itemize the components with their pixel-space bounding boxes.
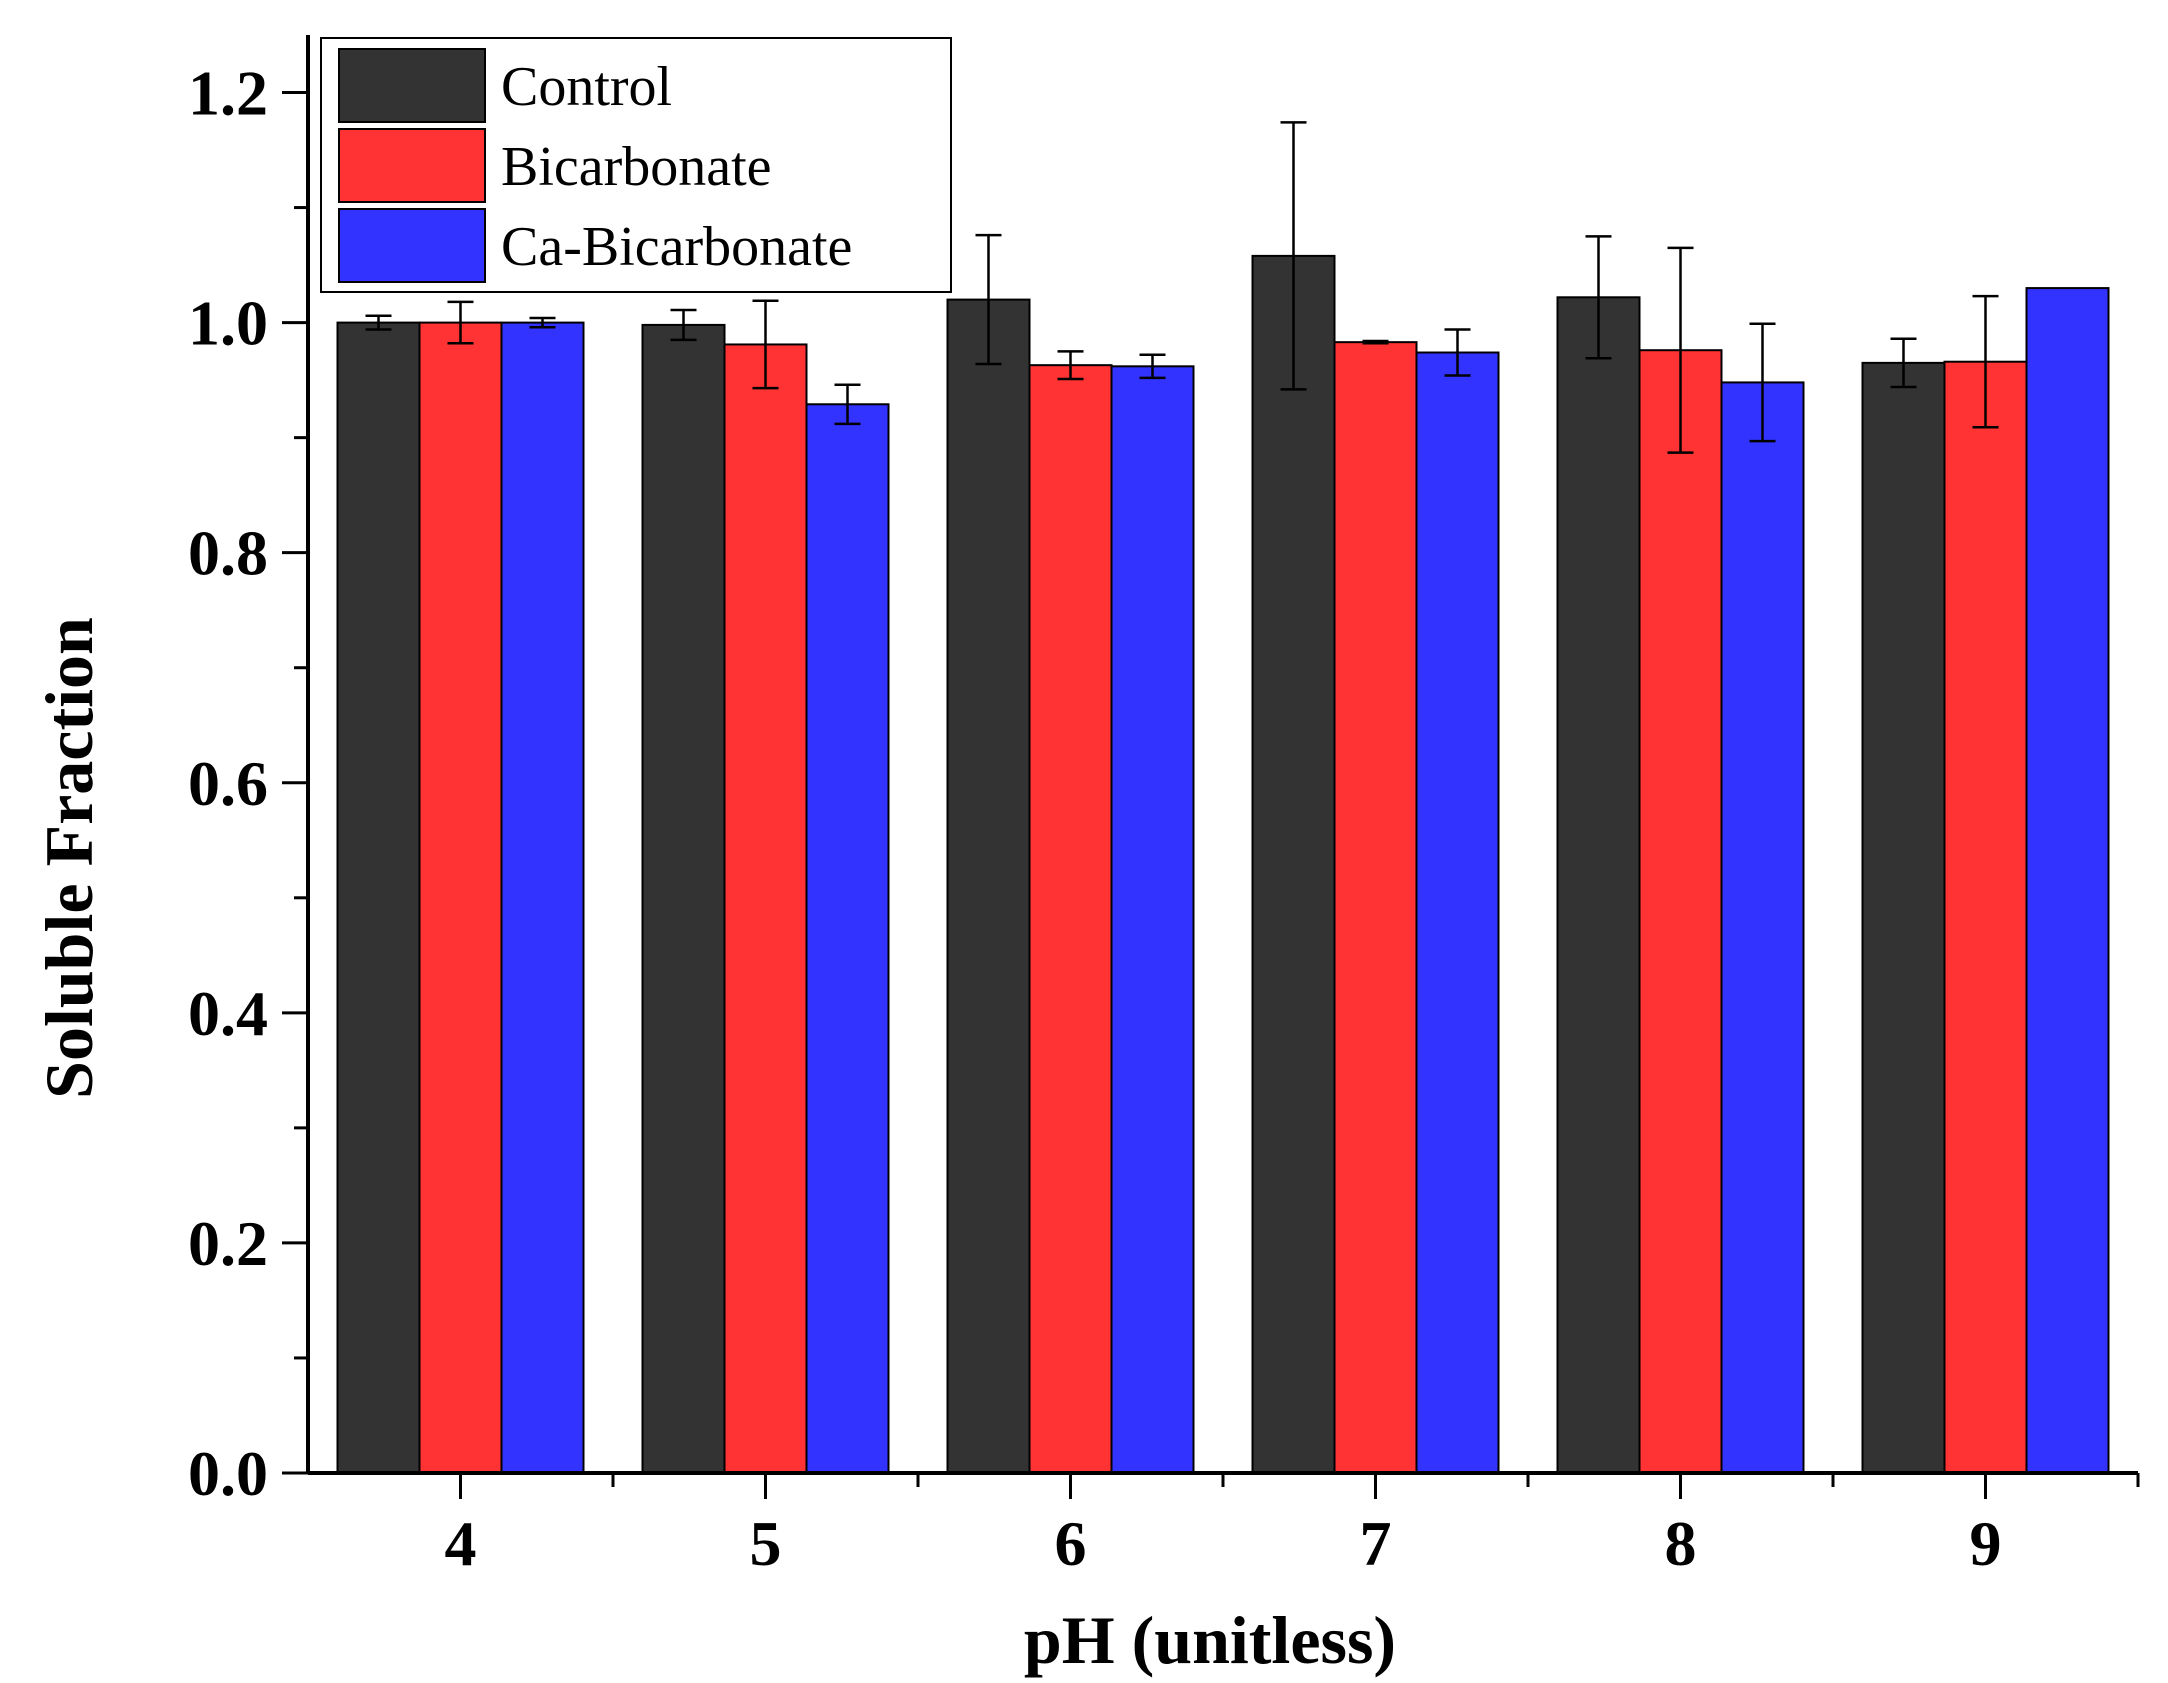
bar-bicarbonate-ph-8 xyxy=(1638,349,1723,1474)
legend-label-bicarbonate: Bicarbonate xyxy=(501,136,772,198)
bar-bicarbonate-ph-6 xyxy=(1028,364,1113,1474)
bar-bicarbonate-ph-5 xyxy=(723,343,808,1474)
x-tick-label: 6 xyxy=(1055,1508,1087,1579)
legend-label-ca-bicarbonate: Ca-Bicarbonate xyxy=(501,216,852,278)
bar-ca-bicarbonate-ph-4 xyxy=(500,321,585,1475)
bar-bicarbonate-ph-4 xyxy=(418,321,503,1475)
x-tick-label: 5 xyxy=(750,1508,782,1579)
x-tick-label: 7 xyxy=(1360,1508,1392,1579)
bar-control-ph-6 xyxy=(946,298,1031,1474)
bar-ca-bicarbonate-ph-7 xyxy=(1415,351,1500,1475)
axes-layer: 0.0 0.2 0.4 0.6 0.8 1.0 1.2 4 5 6 7 8 9 xyxy=(188,35,2140,1579)
y-tick-label: 0.2 xyxy=(188,1208,268,1279)
error-bars-layer xyxy=(365,121,1999,454)
bar-ca-bicarbonate-ph-8 xyxy=(1720,381,1805,1475)
y-tick-label: 0.4 xyxy=(188,978,268,1049)
bar-ca-bicarbonate-ph-5 xyxy=(805,403,890,1474)
x-axis-title: pH (unitless) xyxy=(1024,1602,1396,1678)
y-tick-label: 0.8 xyxy=(188,518,268,589)
bar-ca-bicarbonate-ph-9 xyxy=(2025,287,2110,1474)
y-tick-label: 1.0 xyxy=(188,288,268,359)
bar-control-ph-8 xyxy=(1556,296,1641,1474)
y-tick-label: 1.2 xyxy=(188,58,268,129)
legend-swatch-ca-bicarbonate xyxy=(338,208,486,283)
y-tick-label: 0.6 xyxy=(188,748,268,819)
y-tick-label: 0.0 xyxy=(188,1438,268,1509)
x-tick-label: 4 xyxy=(445,1508,477,1579)
bar-bicarbonate-ph-7 xyxy=(1333,341,1418,1474)
bar-control-ph-9 xyxy=(1861,361,1946,1474)
bar-bicarbonate-ph-9 xyxy=(1943,360,2028,1474)
bars-layer xyxy=(336,254,2110,1475)
legend-swatch-bicarbonate xyxy=(338,128,486,203)
bar-control-ph-4 xyxy=(336,321,421,1475)
bar-control-ph-7 xyxy=(1251,254,1336,1474)
legend: Control Bicarbonate Ca-Bicarbonate xyxy=(320,37,952,293)
bar-control-ph-5 xyxy=(641,323,726,1475)
legend-label-control: Control xyxy=(501,56,672,118)
bar-ca-bicarbonate-ph-6 xyxy=(1110,365,1195,1474)
legend-swatch-control xyxy=(338,48,486,123)
y-axis-title: Soluble Fraction xyxy=(31,617,107,1099)
x-tick-label: 9 xyxy=(1970,1508,2002,1579)
x-tick-label: 8 xyxy=(1665,1508,1697,1579)
